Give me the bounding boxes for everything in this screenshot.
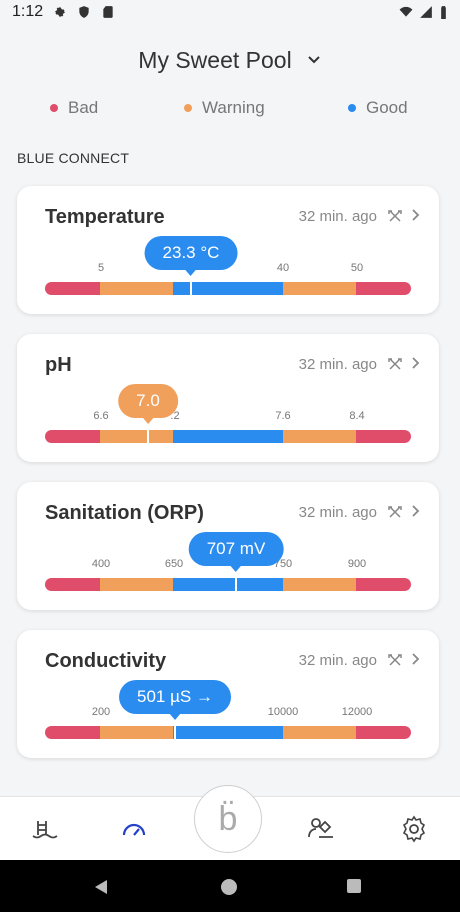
card-time: 32 min. ago bbox=[298, 652, 377, 669]
legend-warning: Warning bbox=[184, 98, 265, 118]
card-time: 32 min. ago bbox=[298, 356, 377, 373]
warning-segment bbox=[283, 430, 356, 443]
tick-label: 50 bbox=[350, 262, 364, 274]
legend-bad: Bad bbox=[50, 98, 98, 118]
value-marker bbox=[147, 430, 149, 443]
good-segment bbox=[173, 726, 283, 739]
pool-name: My Sweet Pool bbox=[138, 46, 292, 73]
legend-label: Good bbox=[366, 98, 408, 117]
value-bubble: 501 µS → bbox=[119, 680, 231, 714]
bad-segment bbox=[356, 578, 411, 591]
warning-segment bbox=[283, 726, 356, 739]
warning-segment bbox=[100, 726, 173, 739]
range-bar bbox=[45, 430, 411, 443]
warning-segment bbox=[283, 578, 356, 591]
bad-segment bbox=[45, 578, 100, 591]
dashboard-nav-icon[interactable] bbox=[120, 815, 148, 843]
android-nav-bar bbox=[0, 860, 460, 912]
warning-segment bbox=[100, 430, 173, 443]
card-title: Conductivity bbox=[45, 650, 167, 672]
card-time: 32 min. ago bbox=[298, 504, 377, 521]
good-segment bbox=[173, 282, 283, 295]
settings-nav-icon[interactable] bbox=[400, 815, 428, 843]
chevron-right-icon bbox=[412, 209, 420, 221]
tick-label: 900 bbox=[347, 558, 367, 570]
sensor-icon bbox=[388, 358, 402, 370]
legend-label: Bad bbox=[68, 98, 99, 117]
value-bubble: 7.0 bbox=[118, 384, 178, 418]
wifi-status-icon bbox=[399, 6, 413, 17]
chevron-right-icon bbox=[412, 653, 420, 665]
signal-status-icon bbox=[420, 6, 432, 18]
home-icon[interactable] bbox=[220, 878, 238, 896]
back-icon[interactable] bbox=[92, 878, 110, 896]
chevron-right-icon bbox=[412, 505, 420, 517]
chevron-down-icon bbox=[307, 56, 320, 64]
temperature-card[interactable]: Temperature 32 min. ago 5 40 50 23.3 °C bbox=[17, 186, 439, 314]
bottom-navigation: b̈ bbox=[0, 785, 460, 860]
tick-label: 10000 bbox=[267, 706, 299, 718]
card-title: pH bbox=[45, 354, 72, 376]
warning-segment bbox=[283, 282, 356, 295]
pool-nav-icon[interactable] bbox=[30, 815, 58, 843]
tick-label: 40 bbox=[276, 262, 290, 274]
tick-label: 650 bbox=[164, 558, 184, 570]
bad-segment bbox=[45, 726, 100, 739]
good-segment bbox=[173, 578, 283, 591]
tick-label: .2 bbox=[170, 410, 180, 422]
recents-icon[interactable] bbox=[346, 878, 362, 894]
value-bubble: 23.3 °C bbox=[144, 236, 238, 270]
sdcard-status-icon bbox=[103, 6, 113, 18]
status-time: 1:12 bbox=[12, 3, 44, 20]
card-title: Sanitation (ORP) bbox=[45, 502, 204, 524]
warning-dot-icon bbox=[184, 104, 192, 112]
value-marker bbox=[190, 282, 192, 295]
bad-segment bbox=[356, 430, 411, 443]
chevron-right-icon bbox=[412, 357, 420, 369]
tick-label: 5 bbox=[97, 262, 105, 274]
card-time: 32 min. ago bbox=[298, 208, 377, 225]
blue-connect-button[interactable]: b̈ bbox=[194, 785, 262, 853]
good-segment bbox=[173, 430, 283, 443]
good-dot-icon bbox=[348, 104, 356, 112]
tick-label: 200 bbox=[91, 706, 111, 718]
tick-label: 6.6 bbox=[93, 410, 109, 422]
settings-status-icon bbox=[54, 6, 66, 18]
tick-label: 7.6 bbox=[275, 410, 291, 422]
tick-label: 8.4 bbox=[349, 410, 365, 422]
sensor-icon bbox=[388, 210, 402, 222]
bad-segment bbox=[356, 282, 411, 295]
status-bar: 1:12 bbox=[0, 0, 460, 24]
range-bar bbox=[45, 282, 411, 295]
range-bar bbox=[45, 578, 411, 591]
value-marker bbox=[174, 726, 176, 739]
ph-card[interactable]: pH 32 min. ago 6.6 .2 7.6 8.4 7.0 bbox=[17, 334, 439, 462]
bad-segment bbox=[45, 282, 100, 295]
card-title: Temperature bbox=[45, 206, 165, 228]
status-legend: Bad Warning Good bbox=[0, 98, 460, 122]
sanitation-card[interactable]: Sanitation (ORP) 32 min. ago 400 650 750… bbox=[17, 482, 439, 610]
range-bar bbox=[45, 726, 411, 739]
sensor-icon bbox=[388, 654, 402, 666]
sensor-icon bbox=[388, 506, 402, 518]
pool-selector[interactable]: My Sweet Pool bbox=[0, 40, 460, 80]
bad-dot-icon bbox=[50, 104, 58, 112]
section-label: BLUE CONNECT bbox=[17, 150, 130, 166]
brand-logo: b̈ bbox=[218, 799, 238, 838]
warning-segment bbox=[100, 282, 173, 295]
shield-status-icon bbox=[79, 6, 89, 18]
community-nav-icon[interactable] bbox=[306, 815, 334, 843]
tick-label: 400 bbox=[91, 558, 111, 570]
legend-good: Good bbox=[348, 98, 408, 118]
tick-label: 12000 bbox=[341, 706, 373, 718]
warning-segment bbox=[100, 578, 173, 591]
legend-label: Warning bbox=[202, 98, 265, 117]
value-bubble: 707 mV bbox=[188, 532, 284, 566]
battery-status-icon bbox=[441, 6, 446, 19]
conductivity-card[interactable]: Conductivity 32 min. ago 200 10000 12000… bbox=[17, 630, 439, 758]
value-marker bbox=[235, 578, 237, 591]
bad-segment bbox=[356, 726, 411, 739]
bad-segment bbox=[45, 430, 100, 443]
